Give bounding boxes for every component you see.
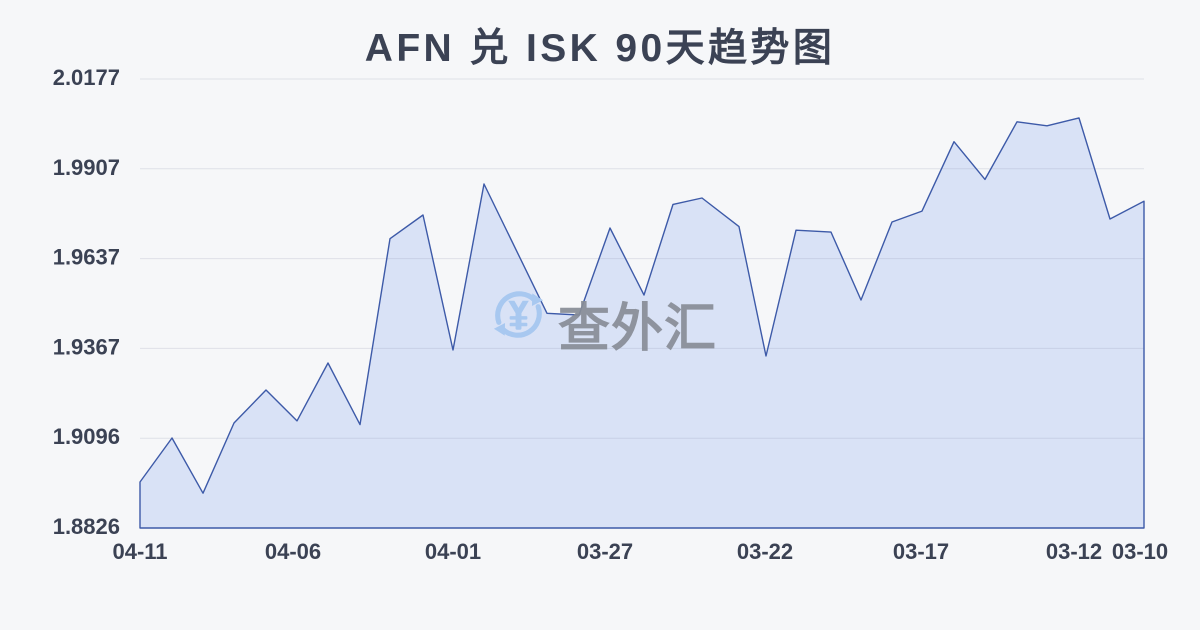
svg-text:04-11: 04-11 <box>112 539 167 564</box>
svg-text:1.9096: 1.9096 <box>53 424 120 449</box>
svg-text:03-10: 03-10 <box>1112 539 1168 564</box>
svg-text:1.9637: 1.9637 <box>53 245 120 270</box>
svg-text:2.0177: 2.0177 <box>53 65 120 90</box>
svg-text:03-12: 03-12 <box>1046 539 1102 564</box>
svg-text:04-06: 04-06 <box>265 539 321 564</box>
svg-text:03-27: 03-27 <box>577 539 633 564</box>
svg-text:03-17: 03-17 <box>893 539 949 564</box>
svg-text:1.9367: 1.9367 <box>53 334 120 359</box>
svg-text:04-01: 04-01 <box>425 539 481 564</box>
svg-text:1.9907: 1.9907 <box>53 155 120 180</box>
svg-text:1.8826: 1.8826 <box>53 514 120 539</box>
svg-text:03-22: 03-22 <box>737 539 793 564</box>
